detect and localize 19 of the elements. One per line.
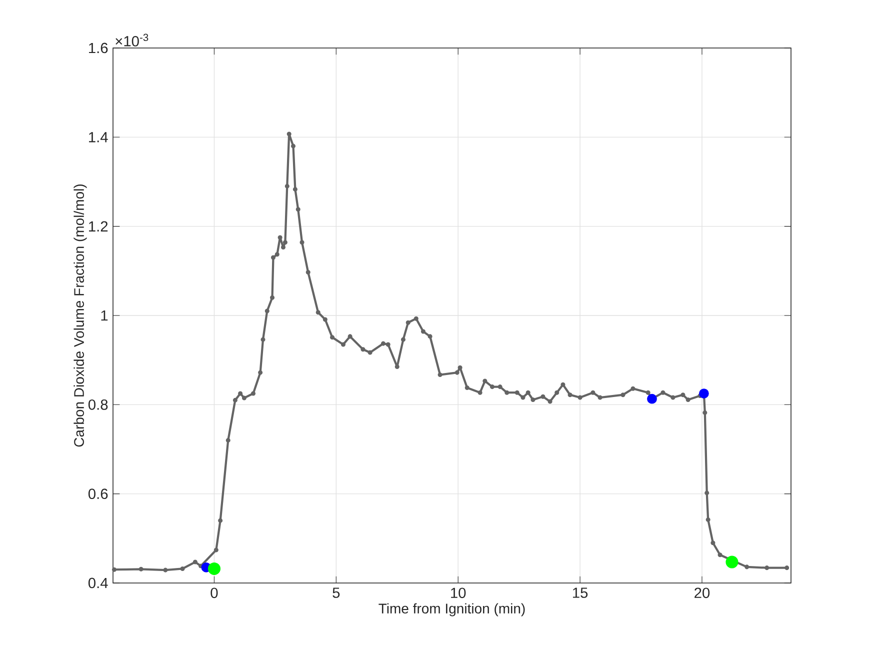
x-tick-label: 15 — [572, 588, 588, 598]
point — [208, 562, 220, 575]
y-axis-title: Carbon Dioxide Volume Fraction (mol/mol) — [74, 184, 87, 447]
point — [726, 556, 738, 568]
x-tick-label: 0 — [210, 588, 218, 598]
x-tick-label: 5 — [332, 588, 340, 598]
point — [647, 394, 657, 404]
y-tick-label: 0.4 — [88, 578, 108, 588]
y-tick-label: 1 — [101, 310, 108, 321]
y-tick-label: 0.8 — [88, 399, 108, 410]
x-axis-title: Time from Ignition (min) — [378, 603, 525, 616]
text: ×10$^{-3}$ — [116, 34, 148, 46]
x-tick-label: 10 — [451, 588, 466, 598]
x-tick-label: 20 — [694, 588, 710, 598]
y-tick-label: 1.2 — [89, 221, 108, 232]
y-tick-label: 0.6 — [88, 488, 108, 500]
y-tick-label: 1.6 — [89, 42, 108, 54]
y-tick-label: 1.4 — [89, 132, 108, 142]
point — [699, 388, 709, 398]
